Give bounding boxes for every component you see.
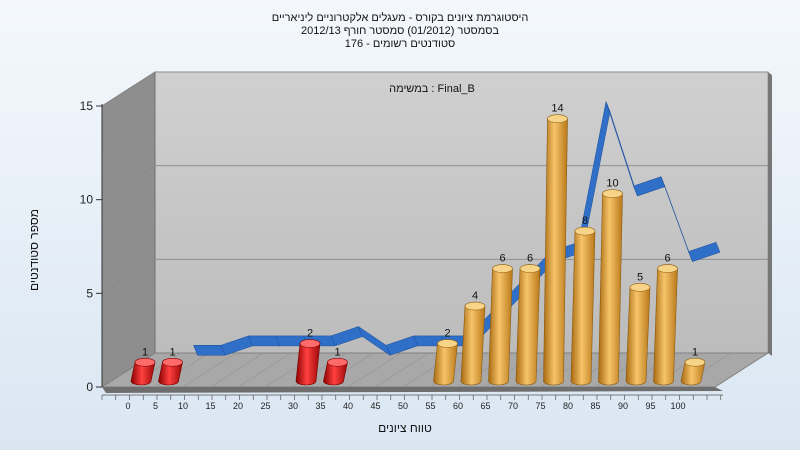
bar-top — [437, 339, 458, 348]
bar-value-label: 10 — [606, 178, 618, 190]
x-tick-label: 15 — [205, 401, 215, 411]
bar — [570, 226, 596, 386]
x-tick-label: 60 — [453, 401, 463, 411]
x-tick-label: 90 — [618, 401, 628, 411]
x-tick-label: 35 — [315, 401, 325, 411]
chart-title-line3: 176 - סטודנטים רשומים — [344, 38, 456, 50]
x-tick-label: 30 — [288, 401, 298, 411]
bar-top — [134, 358, 156, 367]
bar-value-label: 1 — [142, 346, 148, 358]
x-tick-label: 50 — [398, 401, 408, 411]
back-wall-edge — [768, 72, 772, 356]
bar-value-label: 4 — [472, 290, 478, 302]
bar — [598, 189, 623, 386]
bar-value-label: 2 — [444, 328, 450, 340]
x-tick-label: 45 — [370, 401, 380, 411]
y-tick-label: 15 — [80, 99, 94, 113]
x-axis-label: טווח ציונים — [378, 421, 432, 435]
bar-top — [574, 226, 596, 236]
bar-top — [657, 264, 678, 273]
bar-value-label: 1 — [334, 346, 340, 358]
bar-value-label: 6 — [499, 253, 505, 265]
bar-top — [162, 358, 183, 367]
y-tick-label: 0 — [86, 380, 93, 394]
floor-edge — [102, 387, 723, 393]
bar-value-label: 6 — [664, 253, 670, 265]
chart-title-line1: היסטוגרמת ציונים בקורס - מעגלים אלקטרוני… — [271, 12, 529, 24]
x-tick-label: 25 — [260, 401, 270, 411]
distribution-curve-segment — [248, 335, 281, 347]
bar — [625, 283, 651, 386]
bar-value-label: 5 — [637, 271, 643, 283]
bar — [515, 264, 541, 386]
x-tick-label: 85 — [590, 401, 600, 411]
y-axis-label: מספר סטודנטים — [27, 209, 41, 291]
side-wall — [101, 71, 156, 388]
bar-top — [547, 114, 568, 123]
bar-top — [464, 301, 486, 311]
bar-value-label: 6 — [527, 253, 533, 265]
gridline-y — [101, 71, 768, 107]
bar-top — [629, 283, 651, 292]
x-tick-label: 100 — [670, 401, 685, 411]
bar-value-label: 8 — [582, 215, 588, 227]
x-tick-label: 20 — [233, 401, 243, 411]
bar-top — [299, 339, 321, 348]
bar-top — [519, 264, 541, 273]
y-tick-label: 10 — [80, 193, 94, 207]
x-tick-label: 0 — [125, 401, 130, 411]
gridline-x — [375, 352, 429, 388]
x-tick-label: 55 — [425, 401, 435, 411]
bar-top — [327, 358, 348, 367]
x-tick-label: 40 — [343, 401, 353, 411]
gridline-x — [182, 352, 237, 388]
gridline-x — [347, 352, 402, 388]
bar-value-label: 1 — [692, 346, 698, 358]
bar-value-label: 1 — [169, 346, 175, 358]
distribution-curve-segment — [688, 241, 721, 262]
x-tick-label: 70 — [508, 401, 518, 411]
bar-value-label: 2 — [307, 328, 313, 340]
bar — [460, 301, 486, 386]
bar — [488, 264, 513, 386]
x-tick-label: 95 — [645, 401, 655, 411]
bar-top — [602, 189, 623, 198]
chart-subtitle: במשימה : Final_B — [389, 83, 475, 95]
bar-value-label: 14 — [551, 103, 563, 115]
x-tick-label: 80 — [563, 401, 573, 411]
bar-top — [492, 264, 513, 273]
x-tick-label: 5 — [153, 401, 158, 411]
x-tick-label: 75 — [535, 401, 545, 411]
distribution-curve-segment — [193, 345, 226, 356]
gridline-x — [210, 352, 264, 388]
bar-top — [684, 358, 706, 367]
y-tick-label: 5 — [86, 286, 93, 300]
gridline-x — [237, 352, 292, 388]
bar — [543, 114, 568, 386]
x-tick-label: 10 — [178, 401, 188, 411]
x-tick-label: 65 — [480, 401, 490, 411]
bar — [653, 264, 678, 386]
chart-title-line2: בסמסטר (01/2012) סמסטר חורף 2012/13 — [300, 25, 500, 37]
